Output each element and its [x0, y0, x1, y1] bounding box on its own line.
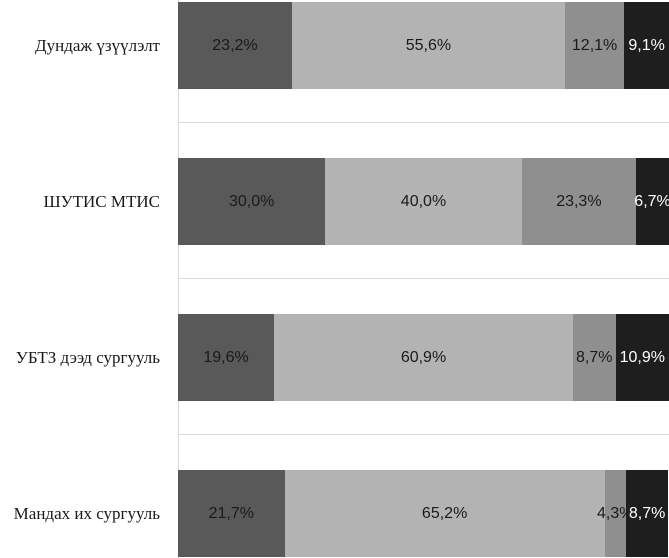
segment-value-label: 6,7%	[634, 192, 669, 210]
segment-value-label: 55,6%	[405, 36, 452, 54]
category-label: УБТЗ дээд сургууль	[15, 347, 160, 367]
row-separator-gridline	[178, 122, 669, 123]
bar-segment-segment-3-medium-gray: 12,1%	[564, 2, 625, 89]
segment-value-label: 12,1%	[571, 36, 618, 54]
segment-value-label: 9,1%	[628, 36, 665, 54]
segment-value-label: 4,3%	[597, 504, 634, 522]
segment-value-label: 40,0%	[400, 192, 447, 210]
row-separator-gridline	[178, 278, 669, 279]
category-label: Мандах их сургууль	[13, 503, 160, 523]
bar-segment-segment-4-black: 10,9%	[615, 314, 669, 401]
bar-segment-segment-1-dark-gray: 30,0%	[178, 158, 326, 245]
segment-value-label: 21,7%	[208, 504, 254, 522]
segment-value-label: 60,9%	[400, 348, 447, 366]
bar-segment-segment-1-dark-gray: 23,2%	[178, 2, 292, 89]
bar-segment-segment-3-medium-gray: 4,3%	[597, 470, 633, 557]
bar-segment-segment-3-medium-gray: 23,3%	[521, 158, 637, 245]
bar-segment-segment-1-dark-gray: 21,7%	[178, 470, 285, 557]
vertical-axis-line	[178, 0, 179, 558]
bar-segment-segment-4-black: 9,1%	[624, 2, 669, 89]
bar-segment-segment-2-light-gray: 40,0%	[325, 158, 522, 245]
category-label: Дундаж үзүүлэлт	[35, 35, 160, 55]
segment-value-label: 10,9%	[619, 348, 665, 366]
segment-value-label: 30,0%	[228, 192, 275, 210]
bar-segment-segment-1-dark-gray: 19,6%	[178, 314, 275, 401]
bar-segment-segment-2-light-gray: 60,9%	[274, 314, 573, 401]
bar-segment-segment-3-medium-gray: 8,7%	[572, 314, 616, 401]
bar-row: 23,2% 55,6% 12,1% 9,1%	[178, 2, 669, 89]
category-label: ШУТИС МТИС	[43, 191, 160, 211]
bar-row: 30,0% 40,0% 23,3% 6,7%	[178, 158, 669, 245]
segment-value-label: 8,7%	[575, 348, 613, 366]
bar-segment-segment-2-light-gray: 55,6%	[291, 2, 565, 89]
segment-value-label: 8,7%	[628, 504, 666, 522]
bar-row: 19,6% 60,9% 8,7% 10,9%	[178, 314, 669, 401]
row-separator-gridline	[178, 434, 669, 435]
bar-segment-segment-4-black: 6,7%	[634, 158, 669, 245]
segment-value-label: 23,2%	[212, 36, 258, 54]
bar-row: 21,7% 65,2% 4,3% 8,7%	[178, 470, 669, 557]
bar-segment-segment-4-black: 8,7%	[625, 470, 669, 557]
segment-value-label: 23,3%	[556, 192, 602, 210]
segment-value-label: 19,6%	[203, 348, 249, 366]
segment-value-label: 65,2%	[421, 504, 468, 522]
bar-segment-segment-2-light-gray: 65,2%	[284, 470, 605, 557]
